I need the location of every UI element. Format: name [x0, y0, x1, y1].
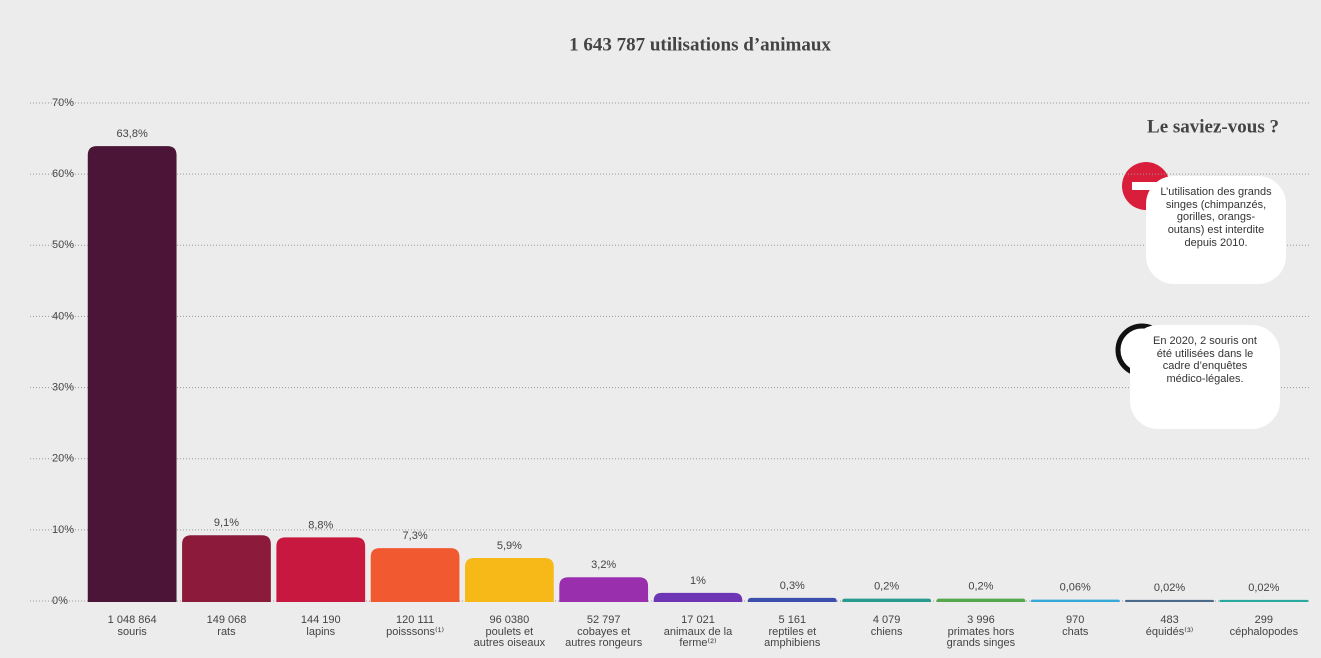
- count-label: 970: [1066, 614, 1084, 626]
- count-label: 299: [1255, 614, 1273, 626]
- value-label: 0,02%: [1248, 582, 1279, 594]
- x-tick-label: lapins: [306, 626, 335, 638]
- bar: [465, 558, 554, 602]
- value-label: 8,8%: [308, 519, 333, 531]
- count-label: 149 068: [207, 614, 247, 626]
- count-label: 5 161: [779, 614, 807, 626]
- forbidden-bar: [1132, 182, 1160, 190]
- x-tick-label: animaux de la ferme⁽²⁾: [664, 626, 733, 649]
- value-label: 0,02%: [1154, 582, 1185, 594]
- value-label: 5,9%: [497, 540, 522, 552]
- bar: [653, 592, 743, 602]
- bar: [559, 577, 649, 602]
- count-label: 120 111: [396, 614, 434, 626]
- sidebar-title: Le saviez-vous ?: [1147, 116, 1279, 137]
- x-tick-label: chats: [1062, 626, 1089, 638]
- count-label: 96 0380: [490, 614, 530, 626]
- bar: [842, 598, 931, 602]
- count-label: 483: [1160, 614, 1178, 626]
- count-label: 17 021: [681, 614, 715, 626]
- bar: [87, 146, 177, 602]
- count-label: 52 797: [587, 614, 621, 626]
- x-tick-label: chiens: [871, 626, 903, 638]
- count-label: 3 996: [967, 614, 995, 626]
- value-label: 0,3%: [780, 580, 805, 592]
- value-label: 0,2%: [874, 580, 899, 592]
- count-label: 144 190: [301, 614, 341, 626]
- x-tick-label: poulets et autres oiseaux: [474, 626, 546, 649]
- x-tick-label: souris: [117, 626, 147, 638]
- x-tick-label: céphalopodes: [1230, 626, 1299, 638]
- value-label: 7,3%: [403, 530, 428, 542]
- note-card: En 2020, 2 souris ont été utilisées dans…: [1130, 325, 1280, 429]
- chart-title: 1 643 787 utilisations d’animaux: [569, 34, 831, 55]
- x-tick-label: cobayes et autres rongeurs: [565, 626, 643, 649]
- bar: [936, 598, 1026, 602]
- value-label: 1%: [690, 575, 706, 587]
- count-label: 1 048 864: [108, 614, 157, 626]
- bar: [747, 597, 837, 602]
- value-label: 0,2%: [968, 580, 993, 592]
- bar: [370, 548, 460, 602]
- value-label: 63,8%: [117, 128, 148, 140]
- x-tick-label: primates hors grands singes: [947, 626, 1016, 649]
- x-tick-label: reptiles et amphibiens: [764, 626, 821, 649]
- count-label: 4 079: [873, 614, 901, 626]
- value-label: 9,1%: [214, 517, 239, 529]
- note-card: L’utilisation des grands singes (chimpan…: [1146, 176, 1286, 284]
- x-tick-label: équidés⁽³⁾: [1146, 626, 1194, 638]
- value-label: 0,06%: [1060, 581, 1091, 593]
- bar: [276, 537, 366, 602]
- bar: [182, 535, 271, 602]
- x-tick-label: rats: [217, 626, 236, 638]
- x-tick-label: poisssons⁽¹⁾: [386, 626, 444, 638]
- value-label: 3,2%: [591, 559, 616, 571]
